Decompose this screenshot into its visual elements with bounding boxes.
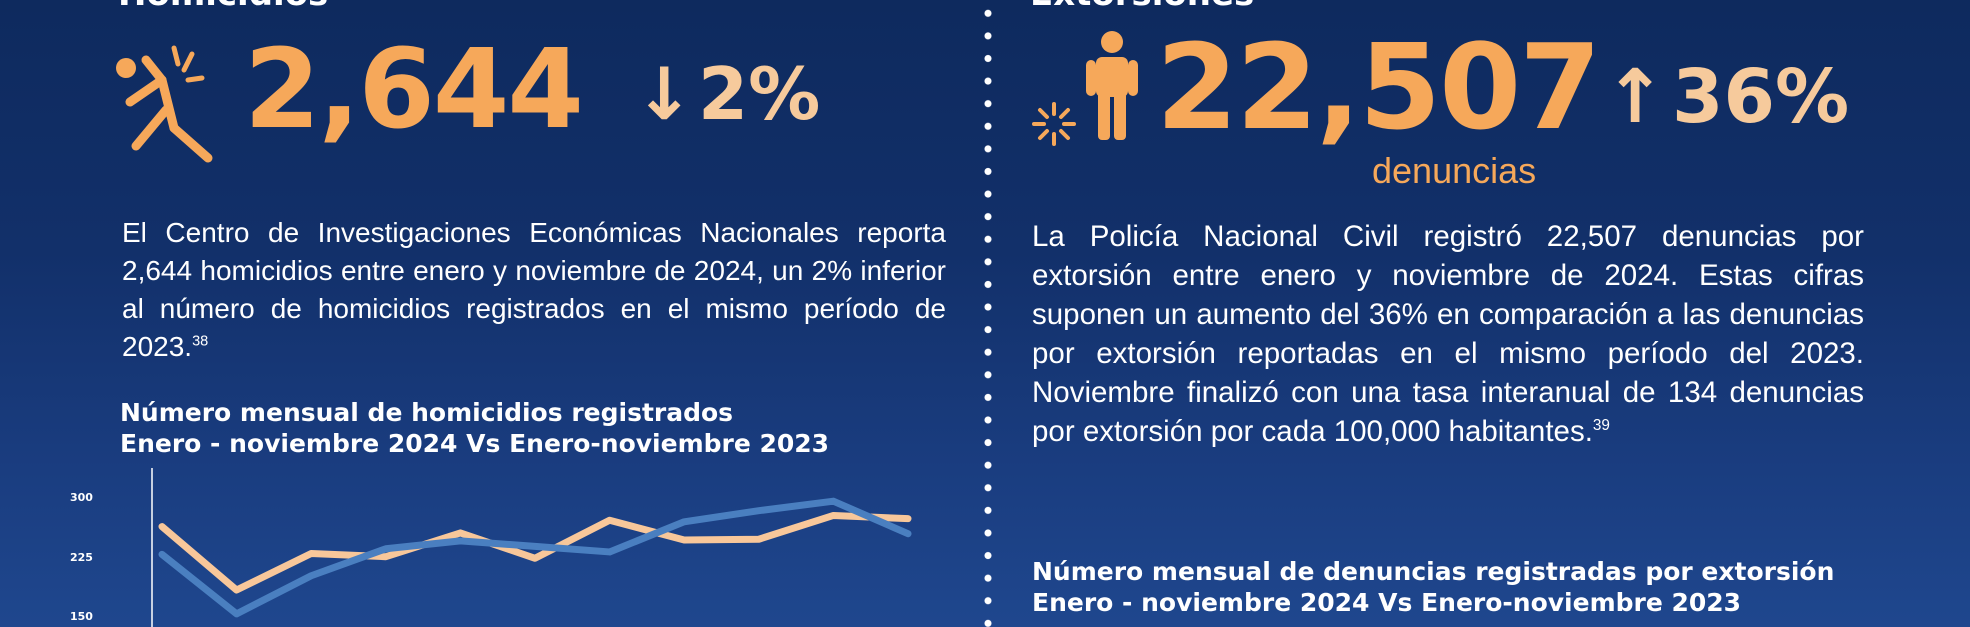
- dotted-column-divider: [983, 0, 993, 627]
- person-burst-icon: [1032, 31, 1138, 146]
- homicidios-chart-title-line2: Enero - noviembre 2024 Vs Enero-noviembr…: [120, 429, 830, 458]
- y-tick-300: 300: [70, 491, 93, 504]
- series-layer: [158, 497, 912, 618]
- y-tick-225: 225: [70, 551, 93, 564]
- homicidios-chart-title: Número mensual de homicidios registrados…: [120, 397, 829, 459]
- homicidios-chart-title-line1: Número mensual de homicidios registrados: [120, 398, 734, 427]
- falling-person-icon: [116, 45, 213, 163]
- extorsiones-chart-title-line1: Número mensual de denuncias registradas …: [1032, 557, 1835, 586]
- extorsiones-unit: denuncias: [1372, 150, 1537, 191]
- extorsiones-chart-title-line2: Enero - noviembre 2024 Vs Enero-noviembr…: [1032, 588, 1742, 617]
- homicidios-section-title: Homicidios: [118, 0, 328, 14]
- footnote-39: 39: [1592, 417, 1610, 435]
- extorsiones-chart-title: Número mensual de denuncias registradas …: [1032, 556, 1834, 618]
- extorsiones-section-title: Extorsiones: [1030, 0, 1254, 14]
- homicidios-trend-percent: 2%: [698, 52, 821, 136]
- homicidios-paragraph: El Centro de Investigaciones Económicas …: [122, 217, 946, 362]
- extorsiones-trend-arrow: ↑: [1604, 54, 1667, 140]
- footnote-38: 38: [192, 333, 209, 350]
- y-tick-150: 150: [70, 610, 93, 623]
- homicidios-line-chart: [151, 468, 912, 627]
- homicidios-trend-arrow: ↓: [634, 52, 695, 136]
- series-line-1: [158, 511, 912, 594]
- extorsiones-total: 22,507: [1156, 18, 1601, 156]
- extorsiones-paragraph: La Policía Nacional Civil registró 22,50…: [1032, 220, 1864, 448]
- series-line-2: [158, 497, 912, 618]
- extorsiones-trend-percent: 36%: [1672, 54, 1850, 140]
- homicidios-total: 2,644: [244, 25, 584, 153]
